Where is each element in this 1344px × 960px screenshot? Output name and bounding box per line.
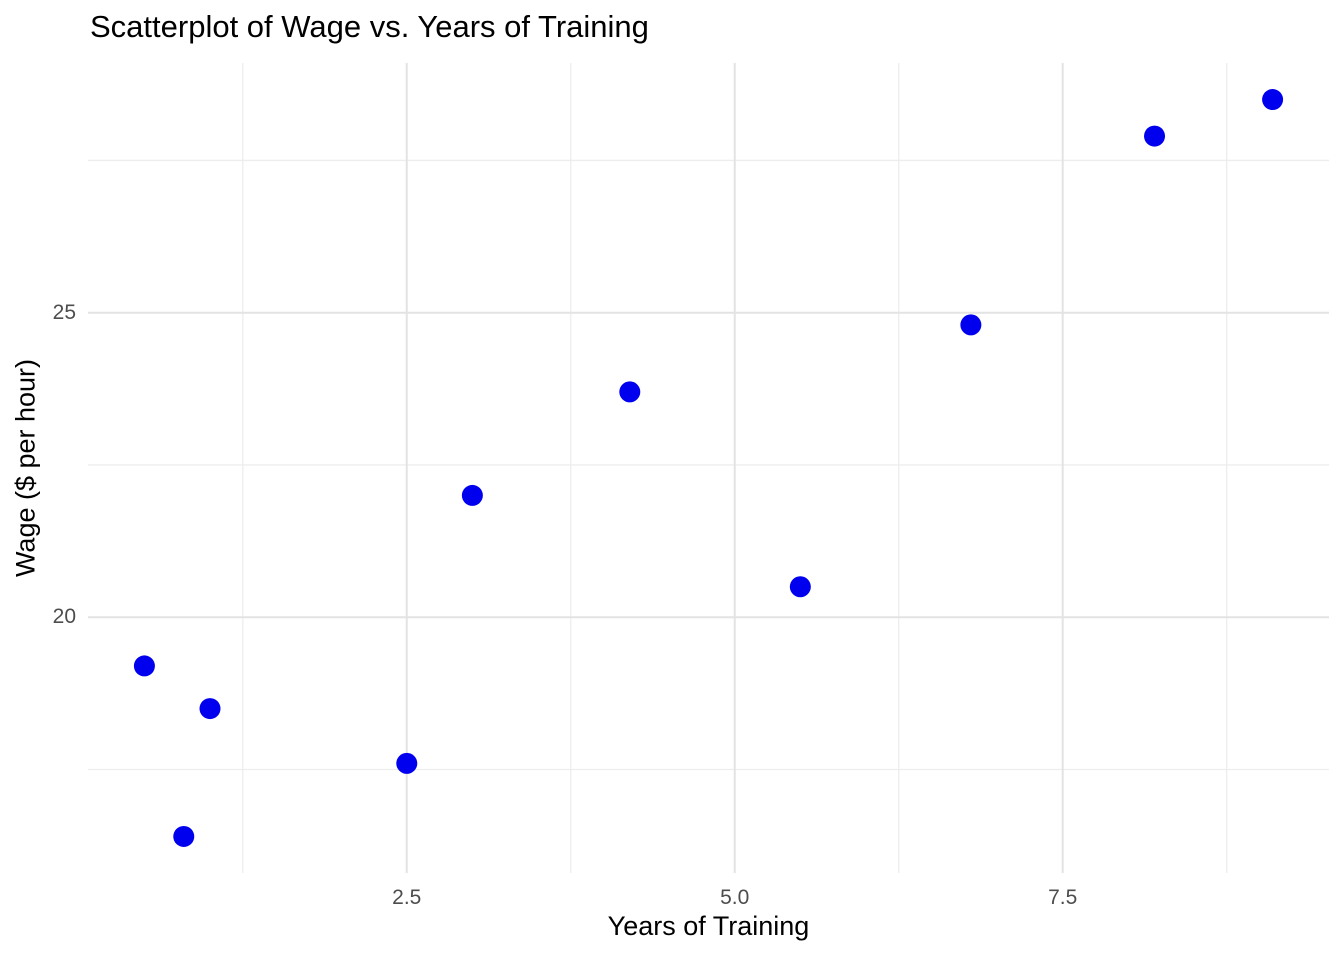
y-tick-label: 20	[52, 605, 76, 629]
plot-title: Scatterplot of Wage vs. Years of Trainin…	[90, 9, 649, 44]
x-tick-label: 2.5	[392, 886, 422, 909]
x-tick-label: 5.0	[720, 886, 750, 909]
data-point	[1144, 125, 1166, 147]
data-point	[199, 698, 221, 720]
data-point	[960, 314, 982, 336]
data-point	[619, 381, 641, 403]
data-point	[396, 752, 418, 774]
y-axis-title: Wage ($ per hour)	[10, 358, 41, 578]
x-axis-title: Years of Training	[607, 911, 810, 941]
y-tick-label: 25	[52, 300, 76, 324]
data-point	[461, 484, 483, 506]
x-tick-label: 7.5	[1048, 886, 1078, 909]
data-point	[173, 825, 195, 847]
data-point	[789, 576, 811, 598]
data-point	[1262, 89, 1284, 111]
data-point	[133, 655, 155, 677]
